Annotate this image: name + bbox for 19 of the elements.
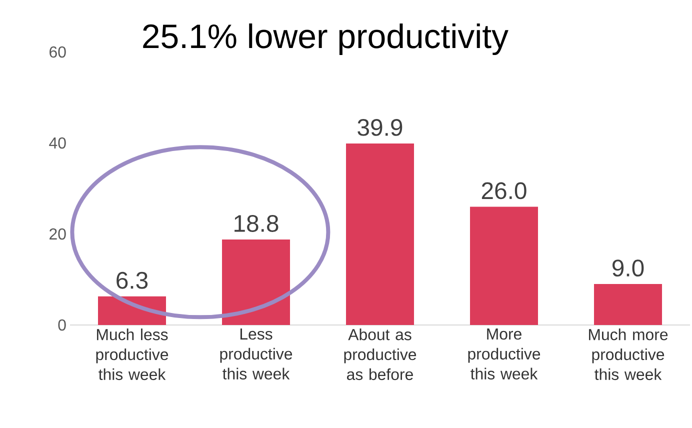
bar (594, 284, 662, 325)
data-label: 39.9 (358, 119, 402, 136)
data-label: 26.0 (482, 182, 526, 200)
x-tick-label: Much more productive this week (589, 328, 668, 380)
y-tick-label: 20 (50, 228, 66, 240)
y-tick-label: 40 (49, 137, 66, 149)
data-label: 9.0 (612, 260, 644, 277)
x-tick-label: More productive this week (468, 328, 540, 380)
data-label: 18.8 (234, 215, 278, 232)
x-tick-label: Less productive this week (220, 328, 292, 380)
x-tick-label: Much less productive this week (96, 328, 168, 380)
bar (222, 239, 290, 325)
x-tick-label: About as productive as before (344, 328, 416, 380)
data-label: 6.3 (116, 272, 148, 289)
bar (346, 143, 414, 325)
chart-title: 25.1% lower productivity (143, 23, 508, 56)
y-tick-label: 60 (50, 46, 66, 58)
y-tick-label: 0 (58, 319, 66, 331)
bar (470, 206, 538, 325)
